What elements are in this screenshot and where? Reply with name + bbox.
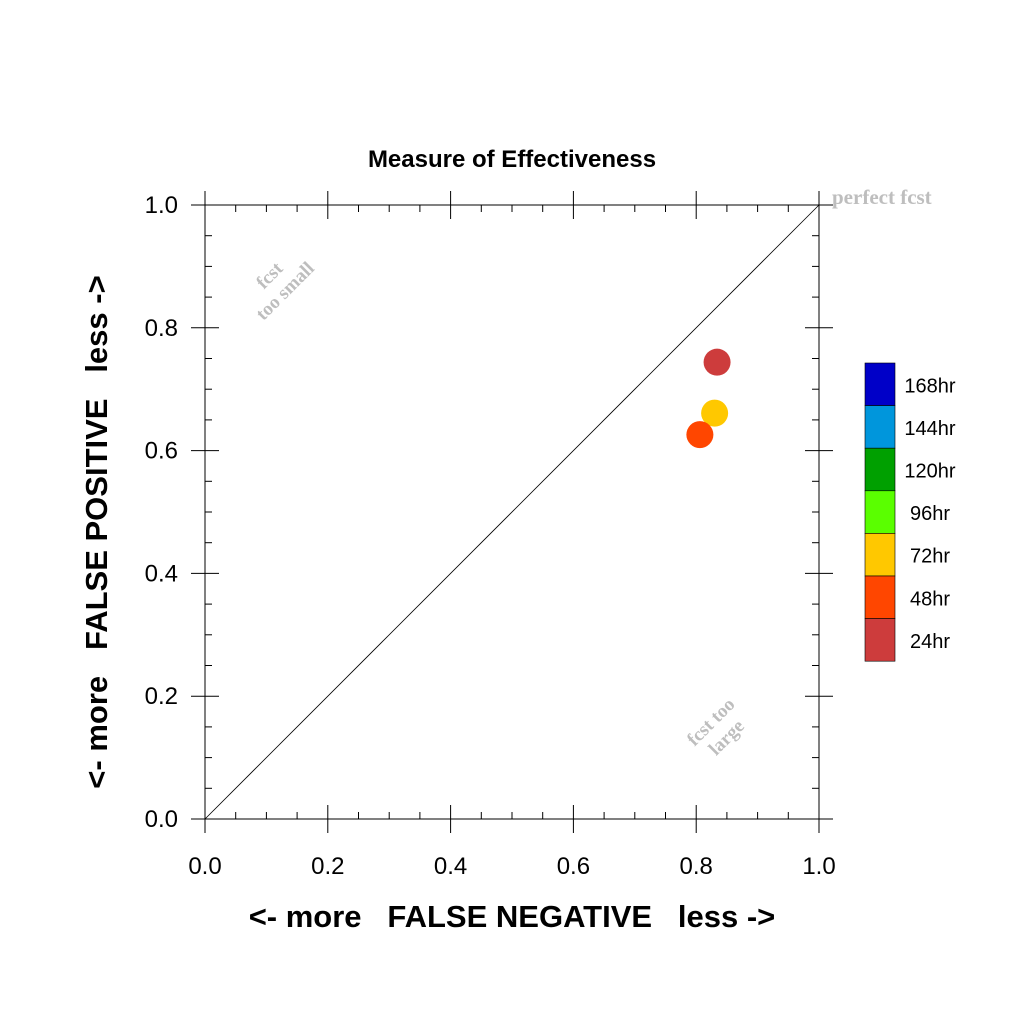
- legend-label-48hr: 48hr: [910, 588, 950, 610]
- legend-label-120hr: 120hr: [904, 461, 955, 483]
- legend-label-144hr: 144hr: [904, 418, 955, 440]
- plot-frame: [204, 204, 820, 820]
- too-small-annotation: fcst too small: [252, 258, 319, 325]
- point-48hr: [686, 421, 714, 449]
- x-axis-label: <- more FALSE NEGATIVE less ->: [249, 899, 776, 934]
- legend-swatch-48hr: [864, 575, 896, 619]
- x-tick-label: 0.6: [557, 853, 590, 880]
- x-tick-labels: 0.0 0.2 0.4 0.6 0.8 1.0: [188, 853, 835, 880]
- legend-swatch-96hr: [864, 490, 896, 534]
- x-tick-label: 0.0: [188, 853, 221, 880]
- chart-title: Measure of Effectiveness: [368, 146, 656, 173]
- legend-swatch-72hr: [864, 533, 896, 577]
- x-tick-label: 0.2: [311, 853, 344, 880]
- legend-label-72hr: 72hr: [910, 546, 950, 568]
- y-tick-label: 1.0: [145, 192, 178, 219]
- legend-label-168hr: 168hr: [904, 375, 955, 397]
- data-points: [686, 348, 731, 449]
- legend-swatch-24hr: [864, 618, 896, 662]
- y-tick-label: 0.6: [145, 438, 178, 465]
- legend-label-24hr: 24hr: [910, 631, 950, 653]
- x-tick-label: 0.4: [434, 853, 467, 880]
- y-tick-label: 0.2: [145, 683, 178, 710]
- legend: 168hr 144hr 120hr 96hr 72hr 48hr 24hr: [864, 362, 956, 662]
- point-24hr: [703, 348, 731, 376]
- legend-swatch-144hr: [864, 405, 896, 449]
- reference-diagonal-line: [204, 204, 820, 820]
- point-72hr: [701, 399, 729, 427]
- legend-swatch-168hr: [864, 362, 896, 406]
- y-axis-label: <- more FALSE POSITIVE less ->: [79, 275, 114, 788]
- x-tick-label: 0.8: [680, 853, 713, 880]
- legend-label-96hr: 96hr: [910, 503, 950, 525]
- perfect-forecast-annotation: perfect fcst: [832, 185, 932, 209]
- legend-swatch-120hr: [864, 447, 896, 492]
- y-tick-label: 0.4: [145, 560, 178, 587]
- x-tick-label: 1.0: [802, 853, 835, 880]
- y-tick-label: 0.0: [145, 806, 178, 833]
- y-tick-label: 0.8: [145, 315, 178, 342]
- y-tick-labels: 0.0 0.2 0.4 0.6 0.8 1.0: [145, 192, 178, 833]
- too-large-annotation: fcst too large: [683, 694, 749, 760]
